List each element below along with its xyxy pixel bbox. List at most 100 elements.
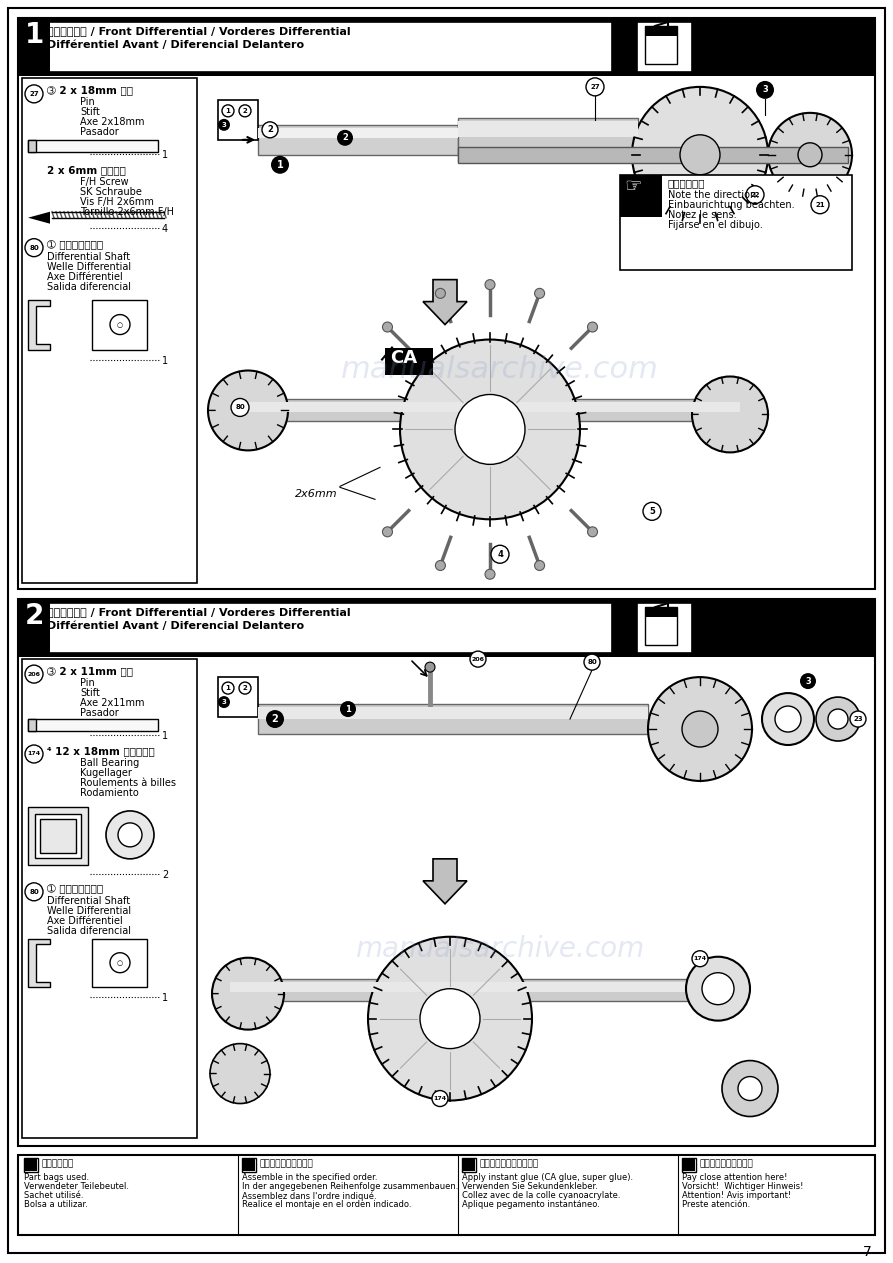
Text: 22: 22	[750, 192, 760, 198]
Circle shape	[850, 711, 866, 727]
Text: Welle Differential: Welle Differential	[47, 261, 131, 272]
Text: Differential Shaft: Differential Shaft	[47, 251, 130, 261]
Bar	[230, 981, 740, 991]
Circle shape	[470, 652, 486, 667]
Bar	[463, 1159, 475, 1172]
Bar	[645, 608, 677, 645]
Text: 7: 7	[864, 1245, 872, 1259]
Text: 21: 21	[815, 202, 825, 207]
Bar	[258, 128, 458, 138]
Bar	[637, 21, 692, 72]
Text: Aplique pegamento instantáneo.: Aplique pegamento instantáneo.	[462, 1200, 600, 1210]
Bar	[230, 979, 740, 1000]
Bar	[18, 599, 875, 1147]
Circle shape	[798, 143, 822, 167]
Bar	[682, 1158, 696, 1172]
Text: 174: 174	[694, 956, 706, 961]
Text: 27: 27	[29, 91, 38, 97]
Circle shape	[210, 1043, 270, 1104]
Text: Pin: Pin	[80, 97, 95, 107]
Text: ○: ○	[117, 322, 123, 327]
Circle shape	[420, 989, 480, 1048]
Bar	[243, 1159, 255, 1172]
Text: 4: 4	[162, 224, 168, 234]
Text: Assemble in the specified order.: Assemble in the specified order.	[242, 1173, 378, 1182]
Circle shape	[738, 1076, 762, 1100]
Text: Sachet utilisé.: Sachet utilisé.	[24, 1191, 84, 1200]
Circle shape	[485, 570, 495, 580]
Bar	[230, 403, 740, 413]
Bar	[637, 604, 692, 653]
Text: Part bags used.: Part bags used.	[24, 1173, 89, 1182]
Bar	[18, 18, 875, 76]
Circle shape	[584, 654, 600, 671]
Text: 向きに注意。: 向きに注意。	[668, 178, 705, 188]
Text: In der angegebenen Reihenfolge zusammenbauen.: In der angegebenen Reihenfolge zusammenb…	[242, 1182, 458, 1191]
Circle shape	[762, 693, 814, 745]
Bar	[230, 399, 740, 422]
Bar	[42, 604, 612, 653]
Circle shape	[212, 957, 284, 1029]
Bar	[28, 719, 36, 731]
Circle shape	[382, 322, 392, 332]
Text: ➀ デフジョイント: ➀ デフジョイント	[47, 884, 103, 894]
Circle shape	[118, 823, 142, 847]
Bar	[620, 174, 662, 217]
Text: Apply instant glue (CA glue, super glue).: Apply instant glue (CA glue, super glue)…	[462, 1173, 633, 1182]
Circle shape	[222, 105, 234, 117]
Text: 2: 2	[342, 134, 348, 143]
Circle shape	[110, 952, 130, 973]
Text: Notez le sens.: Notez le sens.	[668, 210, 737, 220]
Circle shape	[586, 78, 604, 96]
Text: 23: 23	[853, 716, 863, 722]
Text: フロントデフ / Front Differential / Vorderes Differential: フロントデフ / Front Differential / Vorderes D…	[47, 27, 351, 35]
Bar	[458, 147, 848, 163]
Circle shape	[340, 701, 356, 717]
Text: 1: 1	[162, 731, 168, 741]
Circle shape	[811, 196, 829, 213]
Text: 1: 1	[162, 150, 168, 160]
Text: 注意して組立てる所。: 注意して組立てる所。	[700, 1159, 754, 1168]
Text: 2 x 6mm サラビス: 2 x 6mm サラビス	[47, 164, 126, 174]
Text: 206: 206	[472, 657, 485, 662]
Text: 80: 80	[587, 659, 597, 666]
Text: Ball Bearing: Ball Bearing	[80, 758, 139, 768]
Bar	[35, 813, 81, 858]
Bar	[18, 18, 875, 590]
Bar	[218, 677, 258, 717]
Text: Rodamiento: Rodamiento	[80, 788, 138, 798]
Text: 瑞接接着剤で接着する。: 瑞接接着剤で接着する。	[480, 1159, 539, 1168]
Text: Axe Différentiel: Axe Différentiel	[47, 916, 122, 926]
Circle shape	[722, 1061, 778, 1116]
Circle shape	[686, 957, 750, 1021]
Polygon shape	[423, 859, 467, 904]
Text: 3: 3	[805, 677, 811, 686]
Bar	[92, 299, 147, 350]
Bar	[258, 703, 648, 734]
Bar	[620, 174, 852, 269]
Circle shape	[648, 677, 752, 781]
Circle shape	[231, 398, 249, 417]
Text: Pin: Pin	[80, 678, 95, 688]
Text: 80: 80	[29, 889, 39, 894]
Text: 1: 1	[24, 21, 44, 49]
Circle shape	[25, 883, 43, 901]
Bar	[242, 1158, 256, 1172]
Text: Differential Shaft: Differential Shaft	[47, 895, 130, 906]
Circle shape	[800, 673, 816, 690]
Circle shape	[110, 314, 130, 335]
Text: Vis F/H 2x6mm: Vis F/H 2x6mm	[80, 197, 154, 207]
Text: Kugellager: Kugellager	[80, 768, 132, 778]
Circle shape	[746, 186, 764, 203]
Text: F/H Screw: F/H Screw	[80, 177, 129, 187]
Circle shape	[535, 288, 545, 298]
Circle shape	[535, 561, 545, 571]
Text: Axe 2x11mm: Axe 2x11mm	[80, 698, 145, 709]
Circle shape	[682, 711, 718, 746]
Text: 1: 1	[226, 685, 230, 691]
Text: Welle Differential: Welle Differential	[47, 906, 131, 916]
Text: 3: 3	[221, 698, 227, 705]
Text: Axe 2x18mm: Axe 2x18mm	[80, 117, 145, 126]
Text: Realice el montaje en el orden indicado.: Realice el montaje en el orden indicado.	[242, 1200, 412, 1210]
Circle shape	[588, 527, 597, 537]
